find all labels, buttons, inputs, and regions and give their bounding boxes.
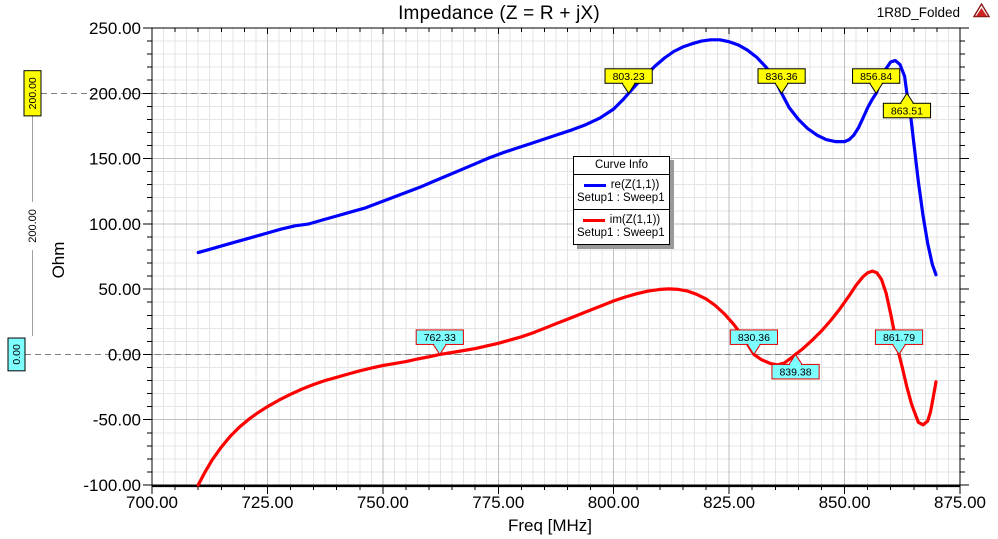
ruler-delta-label: 200.00 (27, 209, 39, 243)
x-axis-title: Freq [MHz] (508, 516, 592, 535)
y-tick-label: 100.00 (89, 215, 141, 234)
delta-ruler: 200.00 (25, 115, 40, 337)
x-tick-label: 850.00 (819, 493, 871, 512)
x-tick-label: 725.00 (241, 493, 293, 512)
legend-entry-name: im(Z(1,1)) (609, 214, 661, 226)
curve-marker-803.23[interactable]: 803.23 (604, 68, 653, 95)
y-tick-labels: 250.00 200.00 150.00 100.00 50.00 0.00 -50.00 -… (83, 19, 141, 495)
x-tick-label: 775.00 (472, 493, 524, 512)
curve-marker-861.79[interactable]: 861.79 (874, 329, 924, 356)
line-marker-tag-0.00[interactable]: 0.00 (7, 337, 26, 372)
svg-text:762.33: 762.33 (424, 332, 456, 344)
curve-marker-863.51[interactable]: 863.51 (882, 92, 932, 119)
curve-marker-762.33[interactable]: 762.33 (415, 329, 464, 356)
x-tick-label: 800.00 (588, 493, 640, 512)
ansys-logo-icon (973, 3, 990, 18)
legend-entry-sub: Setup1 : Sweep1 (577, 192, 665, 204)
x-tick-label: 825.00 (703, 493, 755, 512)
y-tick-label: 50.00 (98, 280, 141, 299)
x-tick-label: 875.00 (934, 493, 986, 512)
curve-im(Z(1,1))[interactable] (196, 269, 938, 487)
curve-marker-830.36[interactable]: 830.36 (729, 329, 778, 356)
x-tick-labels: 700.00 725.00 750.00 775.00 800.00 825.00 850.… (126, 493, 986, 512)
design-name-label: 1R8D_Folded (876, 5, 960, 20)
svg-text:863.51: 863.51 (891, 105, 923, 117)
line-marker-tag-200.00[interactable]: 200.00 (23, 70, 42, 117)
y-tick-label: 250.00 (89, 19, 141, 38)
ruler-label-bg (25, 201, 40, 250)
re-curve-swatch-icon (583, 183, 606, 187)
svg-text:200.00: 200.00 (27, 77, 39, 109)
svg-text:839.38: 839.38 (779, 366, 811, 378)
curve-marker-839.38[interactable]: 839.38 (771, 353, 820, 380)
legend-entry-im[interactable]: im(Z(1,1)) Setup1 : Sweep1 (574, 209, 669, 244)
legend-entry-re[interactable]: re(Z(1,1)) Setup1 : Sweep1 (574, 175, 669, 209)
y-tick-label: -50.00 (93, 411, 141, 430)
legend-entry-name: re(Z(1,1)) (610, 179, 660, 191)
y-tick-label: 150.00 (89, 150, 141, 169)
legend-entry-sub: Setup1 : Sweep1 (577, 227, 665, 239)
marker-lines (25, 92, 960, 355)
svg-text:0.00: 0.00 (11, 344, 23, 365)
y-tick-label: 0.00 (108, 345, 141, 364)
svg-text:830.36: 830.36 (738, 332, 770, 344)
svg-text:803.23: 803.23 (613, 71, 645, 83)
curve-marker-856.84[interactable]: 856.84 (852, 68, 901, 95)
y-tick-label: -100.00 (83, 476, 141, 495)
svg-text:836.36: 836.36 (766, 71, 798, 83)
x-tick-label: 750.00 (357, 493, 409, 512)
svg-text:861.79: 861.79 (883, 332, 915, 344)
plot-title: Impedance (Z = R + jX) (398, 3, 600, 24)
y-axis-title: Ohm (49, 242, 68, 279)
curve-marker-836.36[interactable]: 836.36 (757, 68, 806, 95)
minor-gridlines (151, 27, 961, 486)
curve-info-legend[interactable]: Curve Info re(Z(1,1)) Setup1 : Sweep1 im… (573, 156, 670, 245)
im-curve-swatch-icon (582, 218, 605, 222)
x-tick-label: 700.00 (126, 493, 178, 512)
svg-text:856.84: 856.84 (860, 71, 892, 83)
legend-title: Curve Info (574, 157, 669, 175)
y-tick-label: 200.00 (89, 84, 141, 103)
